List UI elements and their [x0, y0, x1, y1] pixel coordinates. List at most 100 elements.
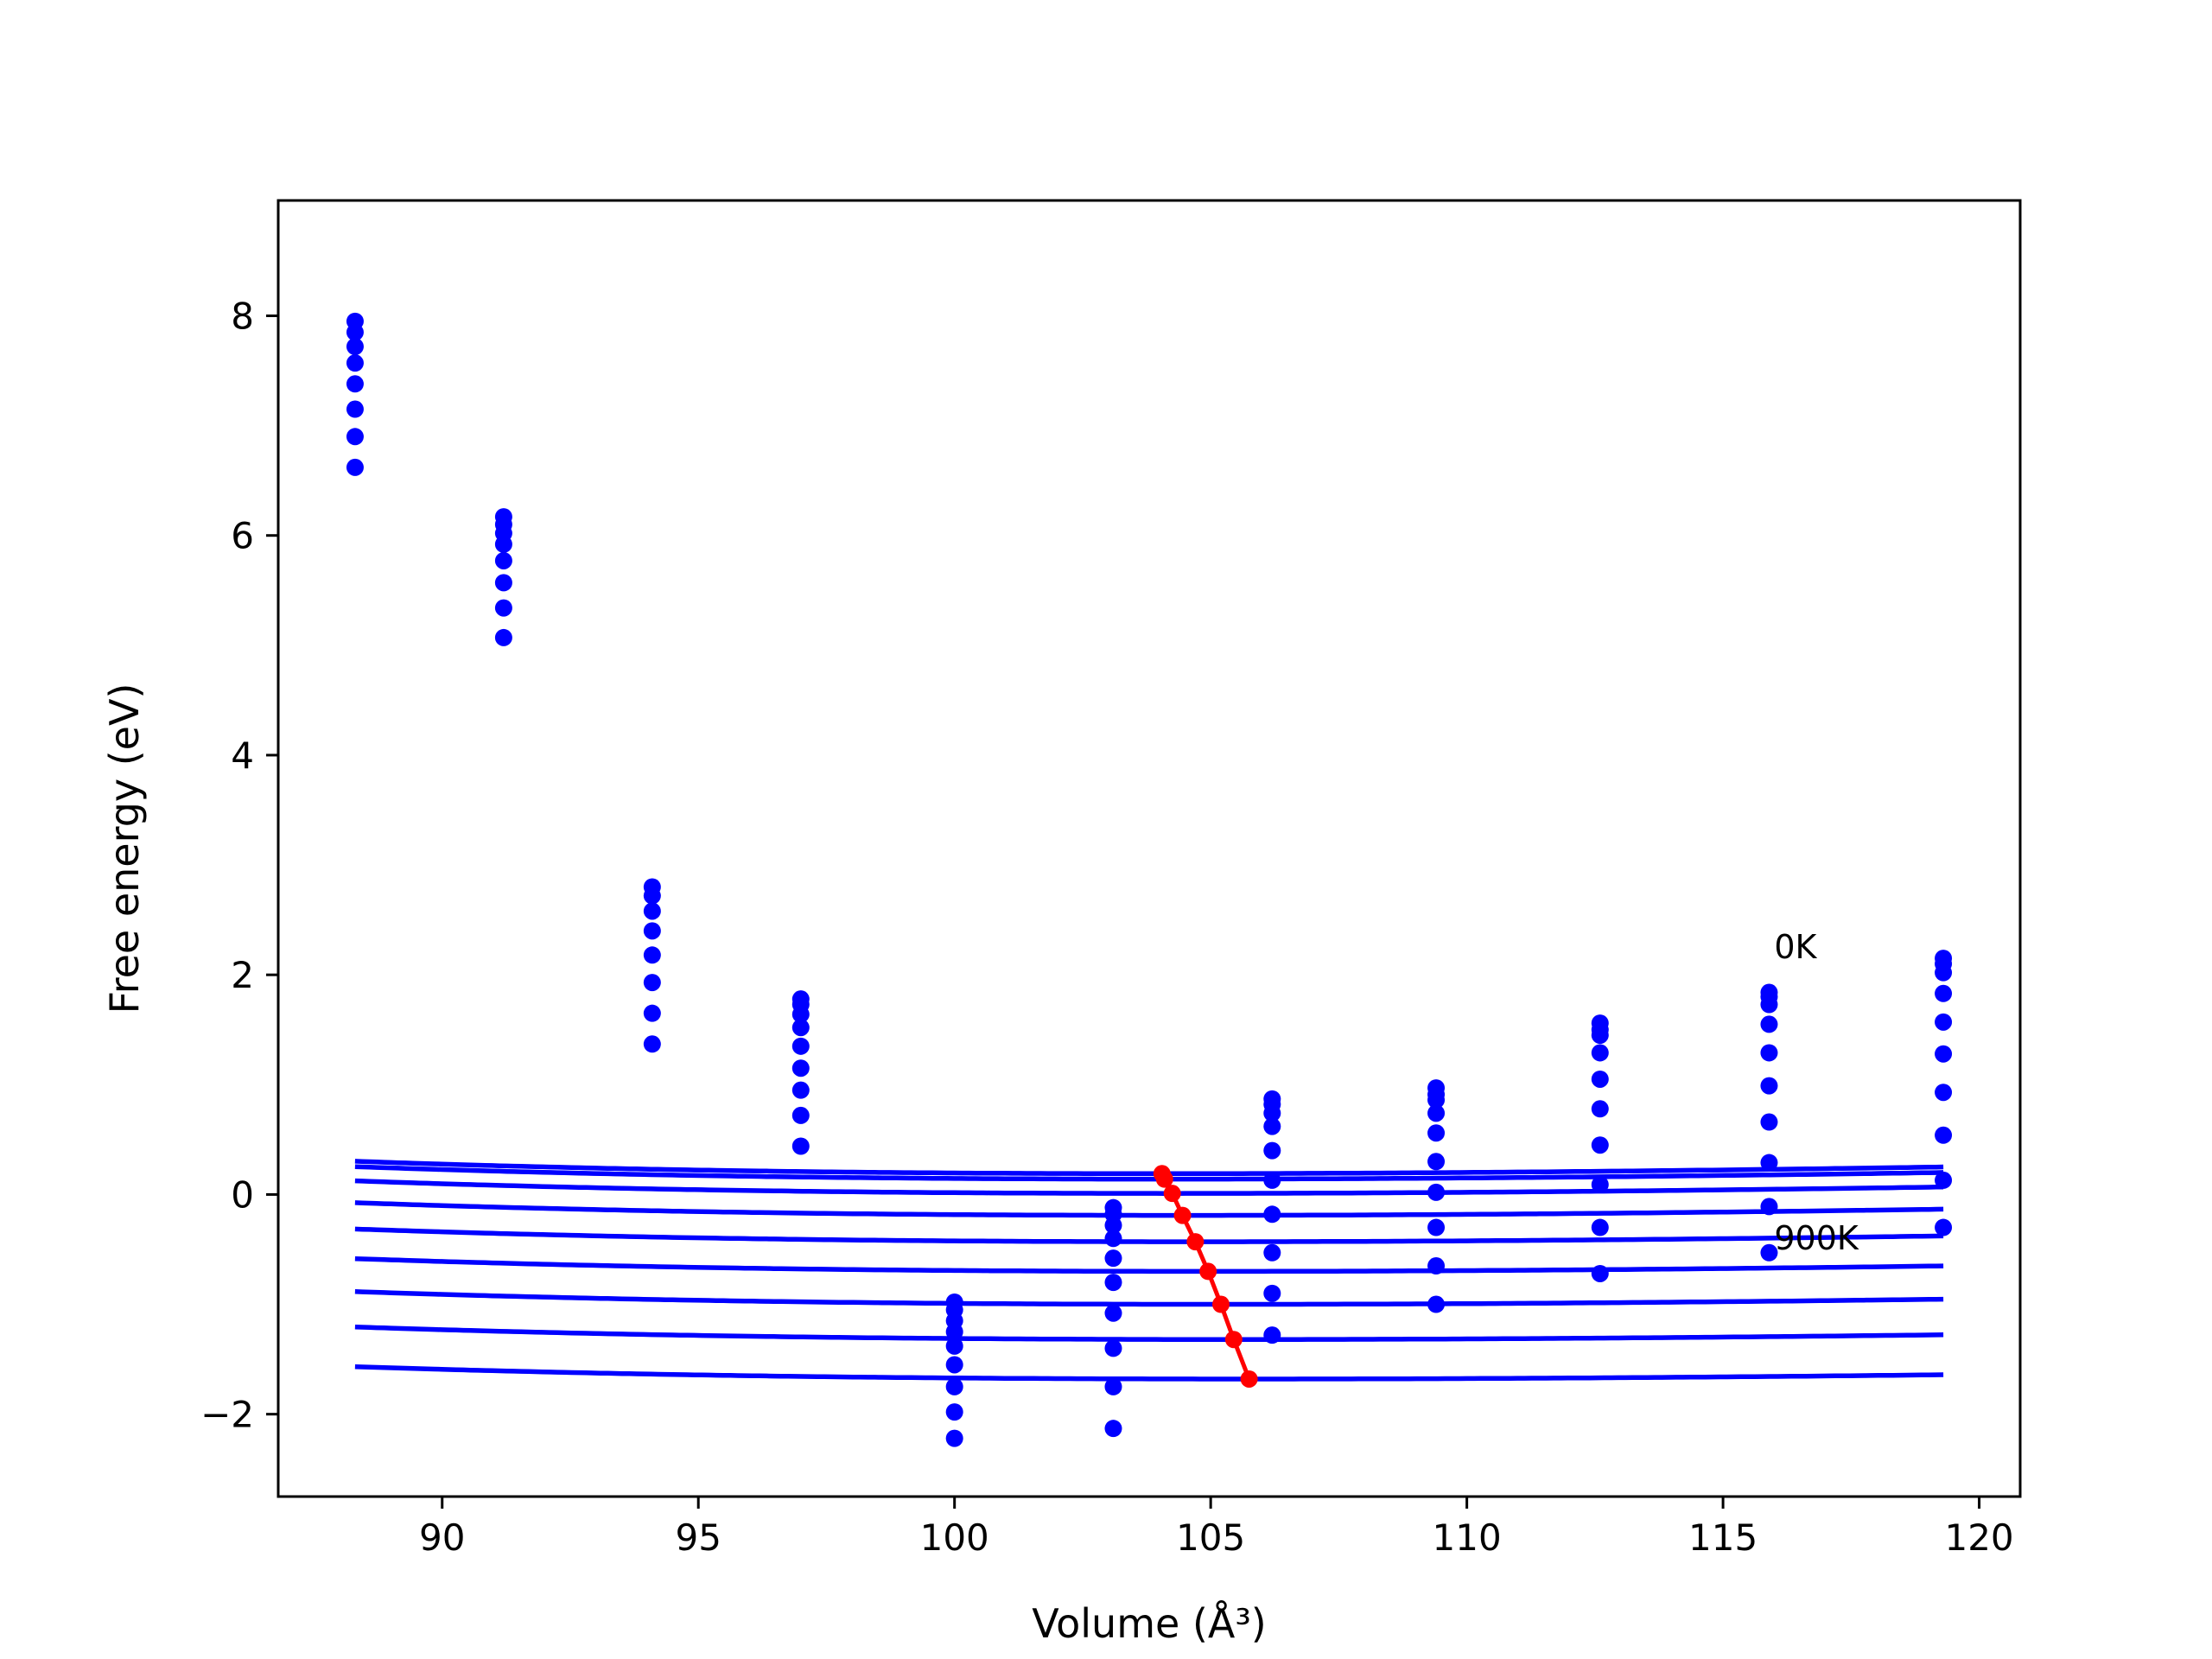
data-point	[945, 1429, 963, 1447]
data-point	[1591, 1264, 1609, 1282]
minimum-point	[1199, 1262, 1217, 1281]
data-point	[1263, 1284, 1281, 1302]
x-tick-label: 105	[1176, 1516, 1245, 1559]
fit-curve-0	[354, 1159, 1944, 1177]
data-point	[1427, 1295, 1446, 1313]
data-point	[1935, 1218, 1953, 1236]
data-point	[791, 1005, 810, 1023]
fit-curve-3	[354, 1200, 1944, 1218]
data-point	[1935, 1171, 1953, 1189]
annotation-900k: 900K	[1774, 1219, 1859, 1257]
data-point	[346, 428, 364, 446]
minimum-point	[1173, 1206, 1192, 1224]
minimum-point	[1155, 1170, 1173, 1188]
data-point	[346, 458, 364, 476]
data-point	[1104, 1217, 1122, 1235]
data-point	[791, 1081, 810, 1099]
data-point	[1591, 1070, 1609, 1088]
minimum-point	[1163, 1185, 1181, 1203]
data-point	[1591, 1218, 1609, 1236]
data-point	[1104, 1420, 1122, 1438]
data-point	[791, 1106, 810, 1124]
data-point	[1263, 1205, 1281, 1224]
data-point	[494, 574, 512, 592]
data-point	[1760, 1077, 1778, 1095]
y-tick-label: 0	[231, 1173, 254, 1216]
data-point	[346, 354, 364, 372]
y-tick-label: 6	[231, 515, 254, 557]
data-point	[1427, 1218, 1446, 1236]
data-point	[1427, 1104, 1446, 1122]
data-point	[945, 1323, 963, 1341]
data-point	[1760, 1113, 1778, 1131]
data-point	[346, 323, 364, 341]
data-point	[643, 1004, 661, 1022]
data-point	[643, 922, 661, 940]
data-point	[1760, 1154, 1778, 1172]
fit-curve-6	[354, 1289, 1944, 1307]
data-point	[1104, 1377, 1122, 1395]
data-point	[791, 1059, 810, 1077]
data-point	[1263, 1326, 1281, 1344]
data-point	[1935, 963, 1953, 982]
data-point	[791, 1019, 810, 1037]
plot-area	[346, 312, 1953, 1447]
axes-frame	[276, 199, 2022, 1498]
data-point	[1760, 1015, 1778, 1033]
data-point	[643, 887, 661, 905]
annotation-0k: 0K	[1774, 928, 1817, 966]
data-point	[945, 1356, 963, 1374]
y-tick-label: −2	[200, 1394, 254, 1436]
data-point	[1104, 1304, 1122, 1322]
fit-curve-5	[354, 1255, 1944, 1274]
data-point	[643, 902, 661, 920]
data-point	[494, 599, 512, 617]
data-point	[494, 551, 512, 569]
data-point	[1263, 1141, 1281, 1160]
data-point	[346, 375, 364, 393]
fit-curve-4	[354, 1226, 1944, 1244]
fit-curve-1	[354, 1164, 1944, 1182]
data-point	[1760, 1044, 1778, 1062]
data-point	[1760, 1243, 1778, 1262]
data-point	[1935, 1045, 1953, 1063]
y-tick-label: 8	[231, 295, 254, 337]
x-tick-label: 115	[1688, 1516, 1758, 1559]
data-point	[1104, 1339, 1122, 1357]
minimum-point	[1186, 1233, 1205, 1251]
data-point	[1104, 1249, 1122, 1268]
data-point	[1760, 1198, 1778, 1216]
data-point	[791, 1037, 810, 1055]
minimum-point	[1224, 1331, 1243, 1349]
data-point	[1591, 1175, 1609, 1193]
data-point	[494, 535, 512, 553]
data-point	[791, 1137, 810, 1155]
y-tick-label: 4	[231, 734, 254, 777]
fit-curve-7	[354, 1324, 1944, 1342]
data-point	[1935, 1126, 1953, 1144]
data-point	[1427, 1183, 1446, 1201]
minimum-point	[1240, 1370, 1258, 1388]
data-point	[1591, 1027, 1609, 1045]
data-point	[1935, 1013, 1953, 1031]
y-tick-label: 2	[231, 954, 254, 996]
data-point	[1104, 1230, 1122, 1248]
data-point	[1427, 1091, 1446, 1109]
data-point	[1263, 1117, 1281, 1135]
data-point	[1427, 1153, 1446, 1171]
data-point	[945, 1337, 963, 1355]
data-point	[643, 974, 661, 992]
data-point	[945, 1403, 963, 1421]
x-tick-label: 120	[1944, 1516, 2013, 1559]
data-point	[1591, 1136, 1609, 1154]
x-tick-label: 90	[419, 1516, 465, 1559]
data-point	[1591, 1044, 1609, 1062]
data-point	[945, 1377, 963, 1395]
x-tick-label: 95	[675, 1516, 721, 1559]
data-point	[1104, 1274, 1122, 1292]
data-point	[1427, 1124, 1446, 1142]
minimum-point	[1212, 1295, 1230, 1313]
x-tick-label: 100	[920, 1516, 989, 1559]
